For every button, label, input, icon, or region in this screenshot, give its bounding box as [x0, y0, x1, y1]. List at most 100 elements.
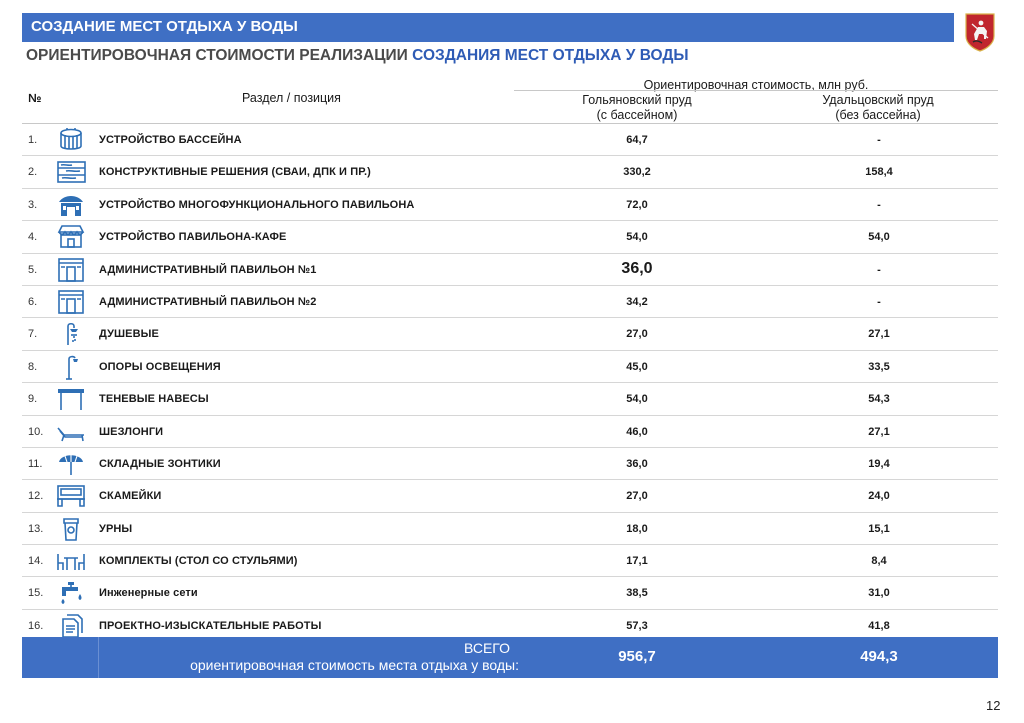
row-label: УСТРОЙСТВО МНОГОФУНКЦИОНАЛЬНОГО ПАВИЛЬОН… [99, 198, 415, 211]
cost-udaltsovsky: 54,3 [868, 393, 890, 406]
cost-golyanovsky: 45,0 [626, 360, 648, 373]
table-row: 13. УРНЫ 18,0 15,1 [22, 513, 998, 546]
cost-udaltsovsky: - [877, 198, 881, 211]
cost-table: № Раздел / позиция Ориентировочная стоим… [22, 77, 998, 643]
table-row: 10. ШЕЗЛОНГИ 46,0 27,1 [22, 416, 998, 448]
row-label: КОМПЛЕКТЫ (СТОЛ СО СТУЛЬЯМИ) [99, 555, 298, 568]
cost-golyanovsky: 34,2 [626, 295, 648, 308]
row-label: КОНСТРУКТИВНЫЕ РЕШЕНИЯ (СВАИ, ДПК И ПР.) [99, 166, 371, 179]
cafe-icon [56, 224, 86, 250]
pavilion-icon [56, 192, 86, 218]
row-number: 15. [28, 587, 44, 600]
row-number: 13. [28, 522, 44, 535]
table-row: 9. ТЕНЕВЫЕ НАВЕСЫ 54,0 54,3 [22, 383, 998, 416]
subtitle-prefix: ОРИЕНТИРОВОЧНАЯ СТОИМОСТИ РЕАЛИЗАЦИИ [26, 47, 408, 64]
page-number: 12 [986, 698, 1001, 713]
cost-golyanovsky: 64,7 [626, 134, 648, 146]
row-number: 10. [28, 425, 44, 438]
header-col2-line2: (без бассейна) [835, 108, 921, 122]
cost-udaltsovsky: 8,4 [871, 555, 887, 568]
cost-golyanovsky: 27,0 [626, 490, 648, 503]
header-divider [514, 90, 998, 91]
total-divider [98, 637, 99, 678]
cost-golyanovsky: 57,3 [626, 619, 648, 632]
row-number: 2. [28, 166, 38, 179]
table-row: 8. ОПОРЫ ОСВЕЩЕНИЯ 45,0 33,5 [22, 351, 998, 384]
header-cost: Ориентировочная стоимость, млн руб. [643, 78, 869, 92]
row-number: 6. [28, 295, 38, 308]
pool-icon [56, 127, 86, 153]
header-col1-line1: Гольяновский пруд [582, 93, 692, 107]
cost-golyanovsky: 46,0 [626, 425, 648, 438]
cost-golyanovsky: 72,0 [626, 198, 648, 211]
row-label: СКЛАДНЫЕ ЗОНТИКИ [99, 457, 221, 470]
row-label: ПРОЕКТНО-ИЗЫСКАТЕЛЬНЫЕ РАБОТЫ [99, 619, 322, 632]
cost-udaltsovsky: - [877, 263, 881, 276]
row-label: УСТРОЙСТВО ПАВИЛЬОНА-КАФЕ [99, 231, 287, 244]
row-number: 4. [28, 231, 38, 244]
row-label: УРНЫ [99, 522, 133, 535]
cost-golyanovsky: 17,1 [626, 555, 648, 568]
cost-golyanovsky: 18,0 [626, 522, 648, 535]
cost-udaltsovsky: 27,1 [868, 425, 890, 438]
canopy-icon [56, 386, 86, 412]
subtitle: ОРИЕНТИРОВОЧНАЯ СТОИМОСТИ РЕАЛИЗАЦИИ СОЗ… [26, 47, 946, 65]
street-lamp-icon [56, 354, 86, 380]
cost-udaltsovsky: 31,0 [868, 587, 890, 600]
table-chairs-icon [56, 548, 86, 574]
row-number: 9. [28, 393, 38, 406]
cost-golyanovsky: 54,0 [626, 393, 648, 406]
cost-udaltsovsky: - [877, 134, 881, 146]
cost-udaltsovsky: 158,4 [865, 166, 893, 179]
header-col2-line1: Удальцовский пруд [822, 93, 934, 107]
cost-golyanovsky: 54,0 [626, 231, 648, 244]
table-header: № Раздел / позиция Ориентировочная стоим… [22, 77, 998, 124]
cost-udaltsovsky: 15,1 [868, 522, 890, 535]
total-golyanovsky: 956,7 [618, 648, 656, 665]
cost-udaltsovsky: 19,4 [868, 457, 890, 470]
row-label: ШЕЗЛОНГИ [99, 425, 164, 438]
row-label: Инженерные сети [99, 587, 198, 600]
table-row: 14. КОМПЛЕКТЫ (СТОЛ СО СТУЛЬЯМИ) 17,1 8,… [22, 545, 998, 578]
cost-udaltsovsky: 33,5 [868, 360, 890, 373]
moscow-coat-of-arms-icon [964, 12, 996, 52]
table-row: 7. ДУШЕВЫЕ 27,0 27,1 [22, 318, 998, 351]
header-golyanovsky: Гольяновский пруд (с бассейном) [522, 93, 752, 123]
umbrella-icon [56, 451, 86, 477]
table-row: 4. УСТРОЙСТВО ПАВИЛЬОНА-КАФЕ 54,0 54,0 [22, 221, 998, 254]
cost-golyanovsky: 330,2 [623, 166, 651, 179]
documents-icon [56, 613, 86, 639]
total-title: ВСЕГО [463, 640, 510, 656]
subtitle-accent: СОЗДАНИЯ МЕСТ ОТДЫХА У ВОДЫ [412, 47, 689, 64]
header-col1-line2: (с бассейном) [596, 108, 678, 122]
table-row: 11. СКЛАДНЫЕ ЗОНТИКИ 36,0 19,4 [22, 448, 998, 481]
admin-pavilion-icon [56, 257, 86, 283]
row-number: 16. [28, 619, 44, 632]
row-label: АДМИНИСТРАТИВНЫЙ ПАВИЛЬОН №1 [99, 263, 317, 276]
trash-bin-icon [56, 516, 86, 542]
row-number: 7. [28, 328, 38, 341]
water-tap-icon [56, 580, 86, 606]
table-row: 6. АДМИНИСТРАТИВНЫЙ ПАВИЛЬОН №2 34,2 - [22, 286, 998, 319]
cost-udaltsovsky: 24,0 [868, 490, 890, 503]
total-subtitle: ориентировочная стоимость места отдыха у… [190, 657, 519, 673]
total-udaltsovsky: 494,3 [860, 648, 898, 665]
row-label: СКАМЕЙКИ [99, 490, 162, 503]
table-row: 5. АДМИНИСТРАТИВНЫЙ ПАВИЛЬОН №1 36,0 - [22, 254, 998, 286]
table-row: 12. СКАМЕЙКИ 27,0 24,0 [22, 480, 998, 513]
table-row: 15. Инженерные сети 38,5 31,0 [22, 577, 998, 610]
header-num: № [28, 91, 42, 105]
row-label: УСТРОЙСТВО БАССЕЙНА [99, 134, 242, 146]
row-number: 3. [28, 198, 38, 211]
cost-golyanovsky: 36,0 [626, 457, 648, 470]
cost-golyanovsky: 36,0 [621, 259, 653, 277]
row-number: 12. [28, 490, 44, 503]
bench-icon [56, 483, 86, 509]
cost-golyanovsky: 38,5 [626, 587, 648, 600]
cost-udaltsovsky: 27,1 [868, 328, 890, 341]
admin-pavilion-icon [56, 289, 86, 315]
header-section: Раздел / позиция [242, 91, 341, 105]
row-label: ТЕНЕВЫЕ НАВЕСЫ [99, 393, 209, 406]
total-row: ВСЕГО ориентировочная стоимость места от… [22, 637, 998, 678]
deck-boards-icon [56, 159, 86, 185]
